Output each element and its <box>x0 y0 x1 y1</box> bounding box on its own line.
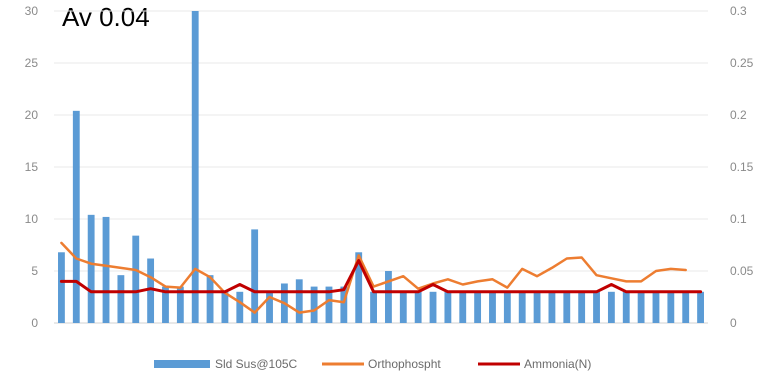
bar <box>444 291 452 323</box>
bar <box>697 291 704 323</box>
bar <box>652 291 660 323</box>
bar <box>295 279 303 323</box>
bar <box>518 291 526 323</box>
right-axis-tick-label: 0.25 <box>730 56 754 70</box>
bar <box>162 286 169 323</box>
bar <box>251 229 259 323</box>
left-axis-tick-label: 5 <box>31 264 38 278</box>
bar <box>489 291 496 323</box>
bar <box>236 291 244 323</box>
bar <box>132 235 140 323</box>
left-axis-tick-label: 10 <box>25 212 39 226</box>
bar <box>533 291 541 323</box>
left-axis-tick-label: 15 <box>25 160 39 174</box>
bar <box>459 291 467 323</box>
bar <box>72 110 80 323</box>
bar <box>370 291 377 323</box>
bar <box>310 286 318 323</box>
bar <box>221 291 229 323</box>
bar <box>340 286 348 323</box>
bar <box>622 291 630 323</box>
bar <box>147 258 155 323</box>
bar <box>503 291 511 323</box>
bar <box>474 291 482 323</box>
bar <box>682 291 690 323</box>
left-axis-tick-label: 25 <box>25 56 39 70</box>
bar <box>414 291 422 323</box>
orthophospht-line <box>60 241 687 314</box>
bar <box>102 216 110 323</box>
bar <box>578 291 586 323</box>
bar <box>206 275 214 323</box>
bar <box>117 275 125 323</box>
left-axis-tick-label: 20 <box>25 108 39 122</box>
bar <box>87 214 95 323</box>
bar <box>563 291 571 323</box>
legend-label-sld-sus-105c: Sld Sus@105C <box>215 357 298 371</box>
legend-swatch-sld-sus-105c <box>154 360 210 368</box>
right-axis-tick-label: 0.05 <box>730 264 754 278</box>
bar <box>176 286 184 323</box>
bar <box>667 291 675 323</box>
right-axis-tick-label: 0 <box>730 316 737 330</box>
bar <box>399 291 407 323</box>
bar <box>607 291 615 323</box>
bar <box>58 252 65 323</box>
bar <box>325 286 333 323</box>
bar <box>191 11 199 323</box>
left-axis-tick-label: 30 <box>25 4 39 18</box>
average-annotation: Av 0.04 <box>62 2 150 32</box>
left-axis-tick-label: 0 <box>31 316 38 330</box>
bar <box>548 291 556 323</box>
right-axis-tick-label: 0.15 <box>730 160 754 174</box>
bar <box>637 291 645 323</box>
legend-label-orthophospht: Orthophospht <box>368 357 441 371</box>
bar <box>593 291 600 323</box>
bar <box>385 271 392 323</box>
bar <box>429 291 437 323</box>
right-axis-tick-label: 0.2 <box>730 108 747 122</box>
bar <box>355 252 363 323</box>
right-axis-tick-label: 0.3 <box>730 4 747 18</box>
bar <box>266 291 273 323</box>
ammonia-n-line <box>59 259 703 294</box>
legend-label-ammonia-n: Ammonia(N) <box>524 357 591 371</box>
right-axis-tick-label: 0.1 <box>730 212 747 226</box>
